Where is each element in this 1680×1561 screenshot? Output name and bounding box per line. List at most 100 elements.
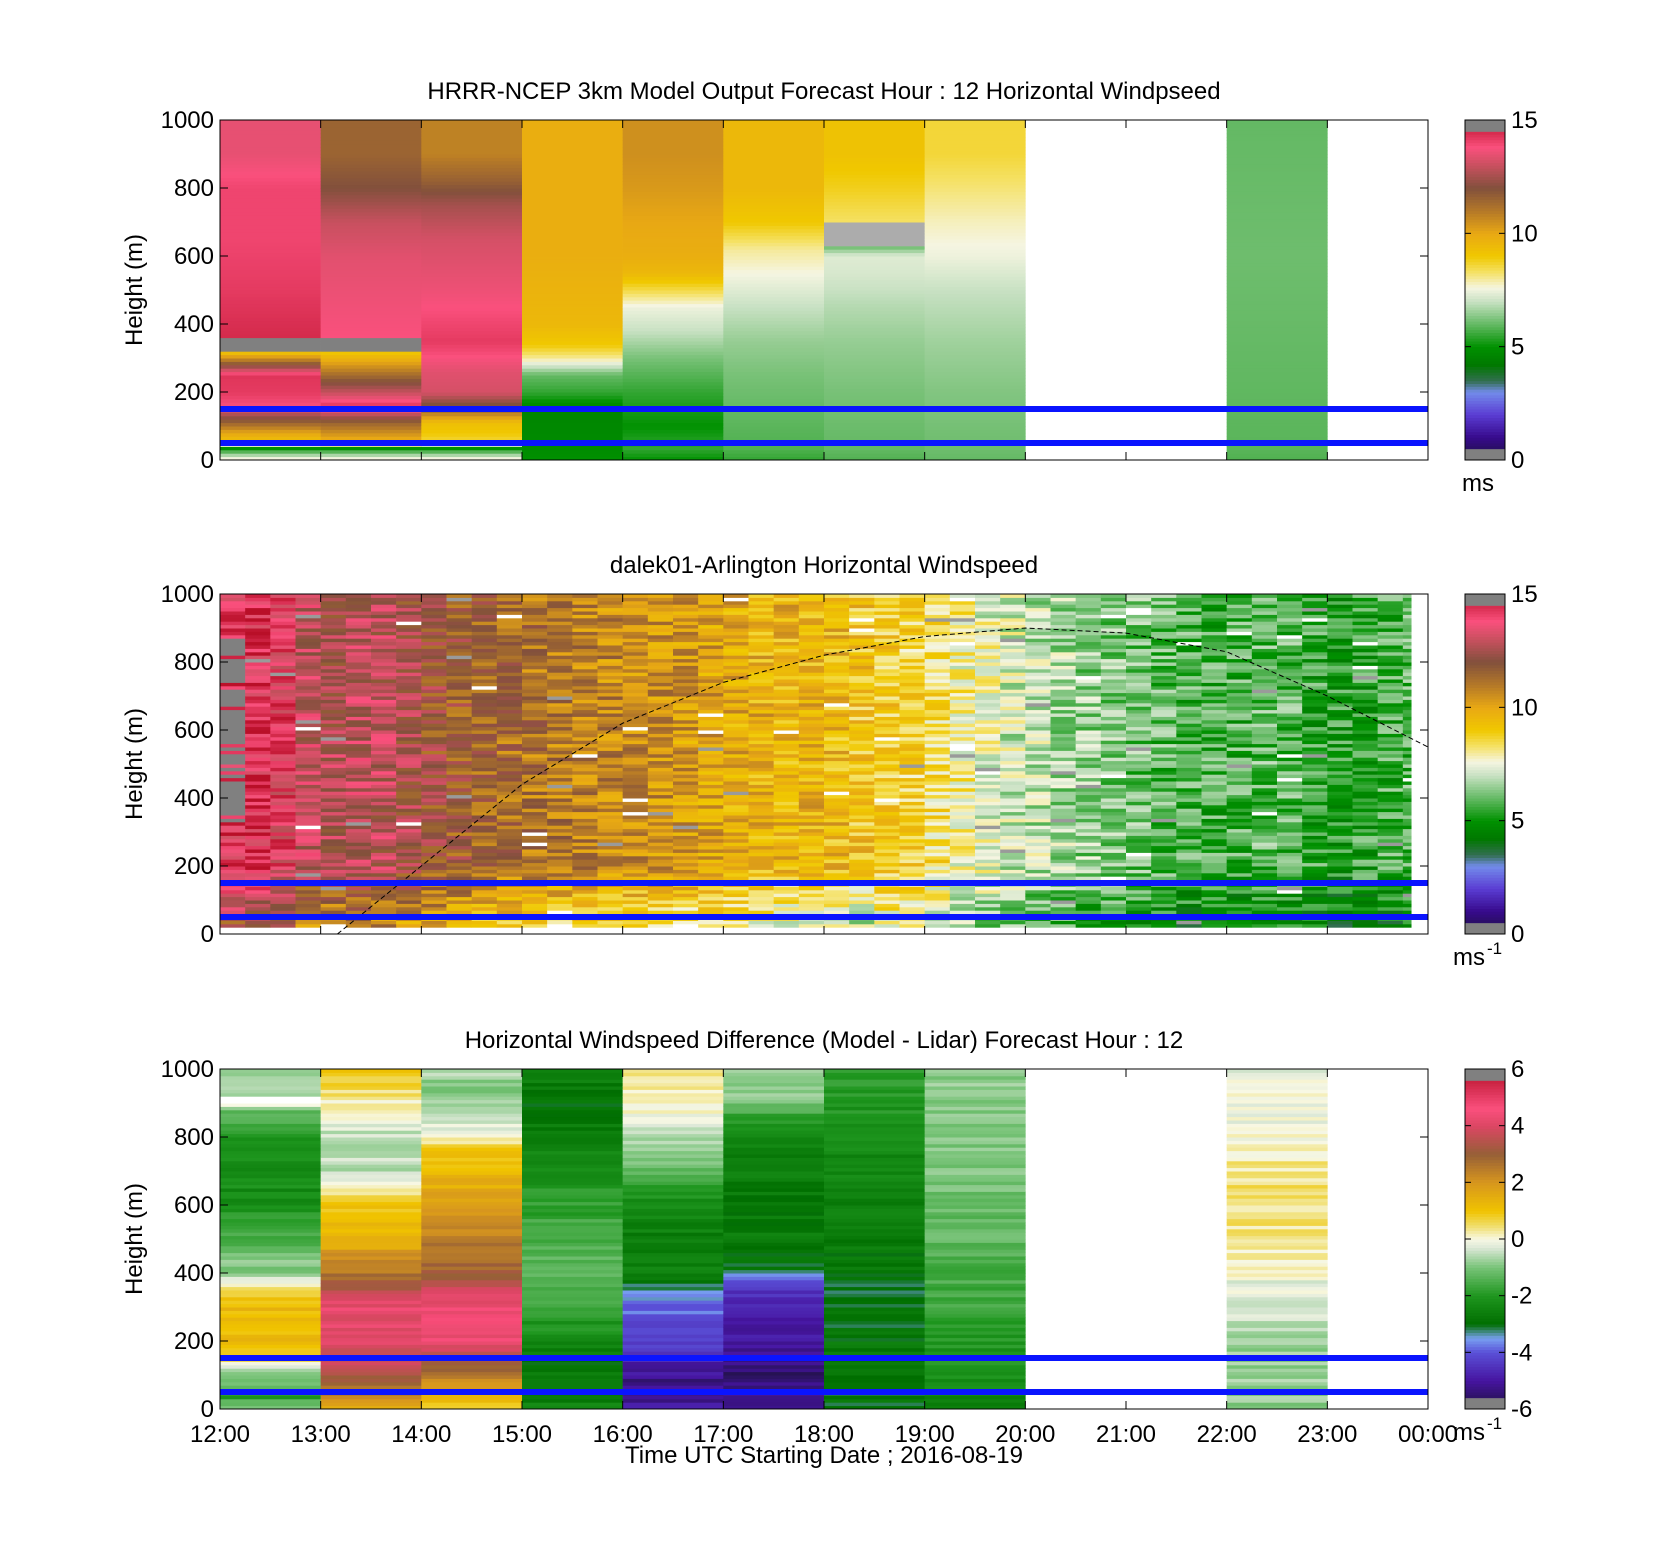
heatmap-column	[396, 594, 422, 928]
heatmap-cell	[622, 378, 724, 383]
heatmap-cell	[446, 815, 472, 819]
colorbar-segment	[1465, 358, 1505, 362]
colorbar-segment	[1465, 386, 1505, 390]
heatmap-cell	[522, 706, 548, 711]
heatmap-cell	[798, 821, 825, 826]
heatmap-cell	[924, 395, 1026, 400]
heatmap-cell	[245, 862, 271, 867]
heatmap-cell	[295, 862, 321, 867]
heatmap-cell	[698, 838, 724, 843]
heatmap-cell	[421, 334, 523, 339]
heatmap-cell	[748, 828, 774, 833]
heatmap-cell	[1050, 804, 1076, 809]
heatmap-cell	[1201, 889, 1227, 894]
heatmap-cell	[1075, 726, 1102, 731]
heatmap-cell	[824, 730, 850, 734]
heatmap-cell	[1050, 733, 1076, 738]
heatmap-cell	[1126, 716, 1152, 721]
heatmap-cell	[320, 723, 347, 728]
heatmap-cell	[924, 235, 1026, 240]
heatmap-cell	[396, 757, 422, 762]
heatmap-cell	[1075, 617, 1102, 622]
heatmap-cell	[496, 821, 523, 826]
heatmap-cell	[874, 689, 900, 694]
heatmap-cell	[622, 876, 649, 881]
heatmap-cell	[975, 801, 1001, 806]
heatmap-cell	[270, 920, 296, 925]
heatmap-cell	[949, 876, 976, 881]
heatmap-cell	[849, 631, 875, 636]
heatmap-cell	[1226, 358, 1328, 362]
heatmap-cell	[1176, 760, 1202, 765]
heatmap-cell	[295, 896, 321, 901]
heatmap-cell	[1126, 818, 1152, 823]
heatmap-cell	[924, 723, 951, 728]
heatmap-cell	[849, 855, 875, 860]
heatmap-cell	[824, 354, 925, 359]
heatmap-cell	[924, 364, 1026, 369]
heatmap-cell	[220, 631, 246, 636]
heatmap-cell	[622, 337, 724, 342]
heatmap-cell	[849, 634, 875, 639]
heatmap-cell	[924, 381, 1026, 386]
heatmap-cell	[899, 696, 925, 700]
heatmap-cell	[899, 699, 925, 704]
heatmap-cell	[1176, 757, 1202, 762]
heatmap-cell	[647, 716, 674, 721]
heatmap-cell	[673, 811, 699, 816]
heatmap-cell	[496, 658, 523, 663]
heatmap-cell	[1100, 634, 1127, 639]
heatmap-cell	[1075, 910, 1102, 915]
heatmap-cell	[572, 719, 598, 724]
heatmap-cell	[773, 726, 800, 731]
heatmap-cell	[572, 757, 598, 762]
heatmap-cell	[270, 845, 296, 850]
heatmap-cell	[723, 303, 825, 308]
heatmap-cell	[1126, 617, 1152, 622]
heatmap-cell	[597, 645, 623, 649]
heatmap-cell	[1151, 662, 1177, 666]
heatmap-cell	[798, 713, 825, 717]
heatmap-cell	[622, 617, 649, 622]
heatmap-cell	[371, 747, 397, 751]
heatmap-cell	[547, 767, 573, 772]
heatmap-cell	[622, 225, 724, 230]
heatmap-cell	[924, 740, 951, 745]
heatmap-cell	[371, 811, 397, 816]
heatmap-cell	[723, 774, 749, 779]
heatmap-cell	[622, 849, 649, 853]
heatmap-cell	[496, 842, 523, 847]
heatmap-cell	[496, 828, 523, 833]
heatmap-cell	[522, 641, 548, 646]
heatmap-cell	[723, 242, 825, 247]
heatmap-cell	[320, 876, 347, 881]
y-axis-label: Height (m)	[121, 234, 148, 346]
heatmap-cell	[371, 743, 397, 748]
heatmap-cell	[471, 733, 498, 738]
heatmap-cell	[849, 682, 875, 687]
heatmap-cell	[446, 889, 472, 894]
heatmap-cell	[924, 296, 1026, 301]
heatmap-cell	[1126, 808, 1152, 813]
heatmap-cell	[698, 682, 724, 687]
colorbar-segment	[1465, 420, 1505, 424]
heatmap-cell	[924, 147, 1026, 152]
heatmap-cell	[220, 228, 321, 233]
heatmap-cell	[899, 893, 925, 898]
heatmap-cell	[723, 726, 749, 731]
heatmap-cell	[723, 794, 749, 799]
heatmap-cell	[924, 713, 951, 717]
heatmap-cell	[748, 699, 774, 704]
heatmap-cell	[647, 886, 674, 891]
heatmap-cell	[723, 201, 825, 206]
heatmap-cell	[647, 903, 674, 908]
heatmap-cell	[622, 696, 649, 700]
heatmap-cell	[597, 662, 623, 666]
heatmap-cell	[446, 679, 472, 683]
heatmap-cell	[496, 607, 523, 612]
heatmap-cell	[748, 631, 774, 636]
heatmap-cell	[798, 818, 825, 823]
heatmap-cell	[824, 838, 850, 843]
heatmap-cell	[345, 733, 372, 738]
